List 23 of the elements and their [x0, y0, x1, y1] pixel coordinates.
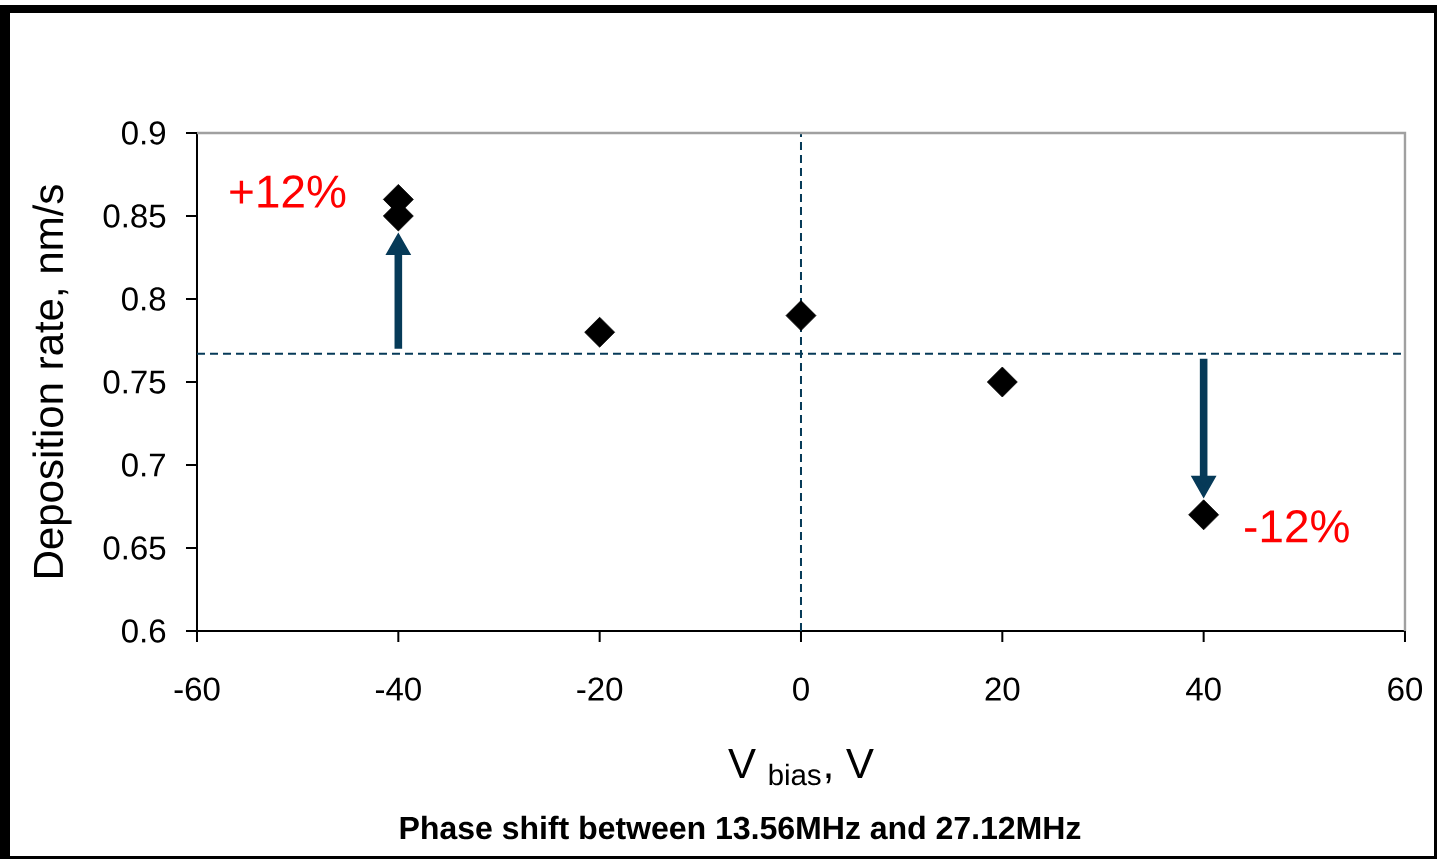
y-tick-label: 0.8 [122, 287, 166, 311]
x-tick-label: -20 [577, 677, 623, 701]
annotation: +12% [230, 175, 346, 208]
x-tick-label: 60 [1388, 677, 1423, 701]
point [1188, 499, 1220, 531]
x-tick-label: 40 [1186, 677, 1221, 701]
x-tick-label: -40 [375, 677, 421, 701]
y-tick-label: 0.85 [103, 204, 166, 228]
annotation: -12% [1245, 510, 1349, 543]
point [785, 300, 817, 331]
y-tick-label: 0.9 [122, 121, 166, 145]
x-tick-label: -60 [174, 677, 220, 701]
x-tick-label: 20 [985, 677, 1020, 701]
y-axis-title: Deposition rate, nm/s [32, 185, 72, 577]
y-tick-label: 0.6 [122, 619, 166, 643]
y-tick-label: 0.75 [103, 370, 166, 394]
point [584, 316, 616, 348]
x-axis-title: V $_{bias}$, V [728, 749, 874, 786]
x-tick-label: 0 [793, 677, 809, 701]
point [986, 366, 1018, 398]
text: Phase shift between 13.56MHz and 27.12MHz [400, 815, 1081, 840]
y-tick-label: 0.7 [122, 453, 165, 477]
y-tick-label: 0.65 [103, 536, 166, 560]
